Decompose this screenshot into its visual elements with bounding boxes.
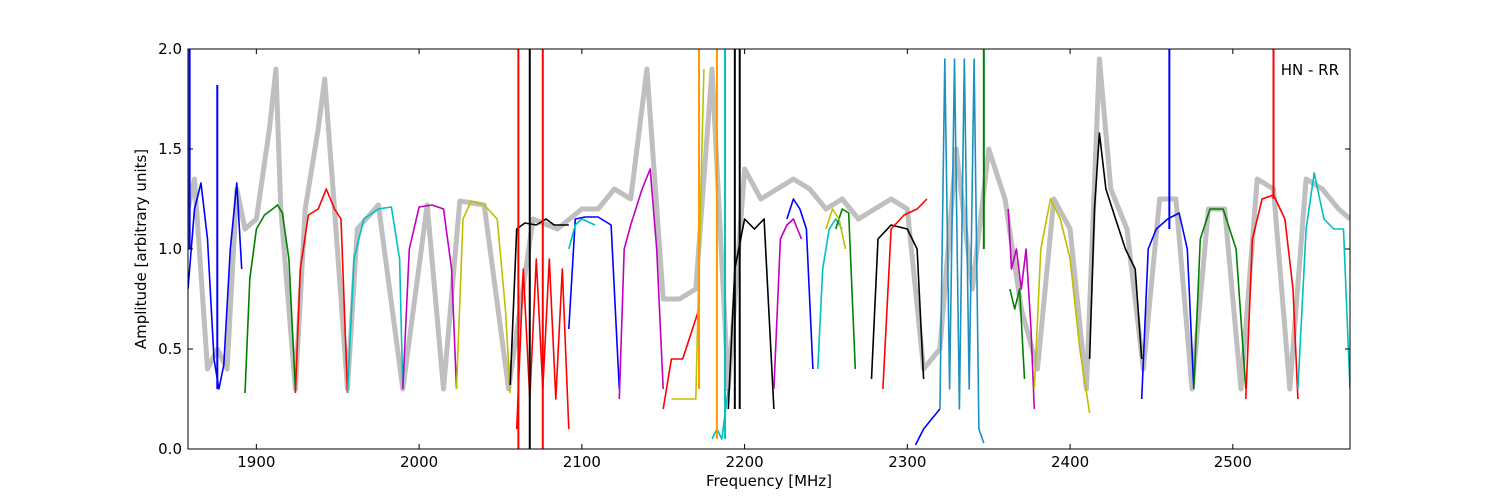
series-line-29 (1193, 208, 1247, 390)
series-line-9 (568, 218, 596, 250)
x-axis-label: Frequency [MHz] (706, 472, 832, 490)
series-line-25 (1009, 288, 1026, 380)
series-line-14 (727, 218, 775, 410)
y-axis: 0.0 0.5 1.0 1.5 2.0 (158, 40, 1350, 458)
background-trace (188, 56, 1350, 392)
series-line-27 (1088, 132, 1143, 360)
x-tick-label: 2400 (1051, 453, 1089, 471)
background-line (188, 56, 1350, 392)
y-tick-label: 0.0 (158, 440, 182, 458)
y-axis-label: Amplitude [arbitrary units] (132, 149, 150, 349)
x-tick-label: 1900 (237, 453, 275, 471)
x-axis: 1900 2000 2100 2200 2300 2400 2500 (237, 49, 1252, 471)
y-tick-label: 2.0 (158, 40, 182, 58)
series-line-15 (773, 218, 803, 390)
y-tick-label: 0.5 (158, 340, 182, 358)
series-line-20 (870, 224, 925, 380)
y-tick-label: 1.0 (158, 240, 182, 258)
series-line-8 (568, 216, 621, 390)
y-tick-label: 1.5 (158, 140, 182, 158)
series-line-31 (1297, 172, 1350, 390)
annotation-label: HN - RR (1281, 61, 1339, 79)
x-tick-label: 2000 (400, 453, 438, 471)
plot-background (188, 49, 1350, 449)
series-line-28 (1140, 212, 1195, 400)
series-line-3 (346, 206, 404, 394)
series-line-4 (402, 204, 458, 390)
series-line-22 (914, 408, 941, 446)
series-line-1 (244, 204, 297, 394)
series-line-16 (786, 198, 814, 370)
series-line-26 (1033, 198, 1091, 414)
x-tick-label: 2500 (1214, 453, 1252, 471)
x-tick-label: 2100 (563, 453, 601, 471)
series-line-2 (294, 188, 349, 394)
series-line-21 (882, 198, 928, 390)
series-line-10 (618, 168, 664, 400)
series-line-11 (662, 308, 700, 410)
series-line-24 (1007, 208, 1036, 410)
series-line-23 (939, 58, 985, 444)
series-line-5 (455, 200, 511, 394)
series-line-19 (825, 208, 847, 250)
x-tick-label: 2200 (725, 453, 763, 471)
x-tick-label: 2300 (888, 453, 926, 471)
